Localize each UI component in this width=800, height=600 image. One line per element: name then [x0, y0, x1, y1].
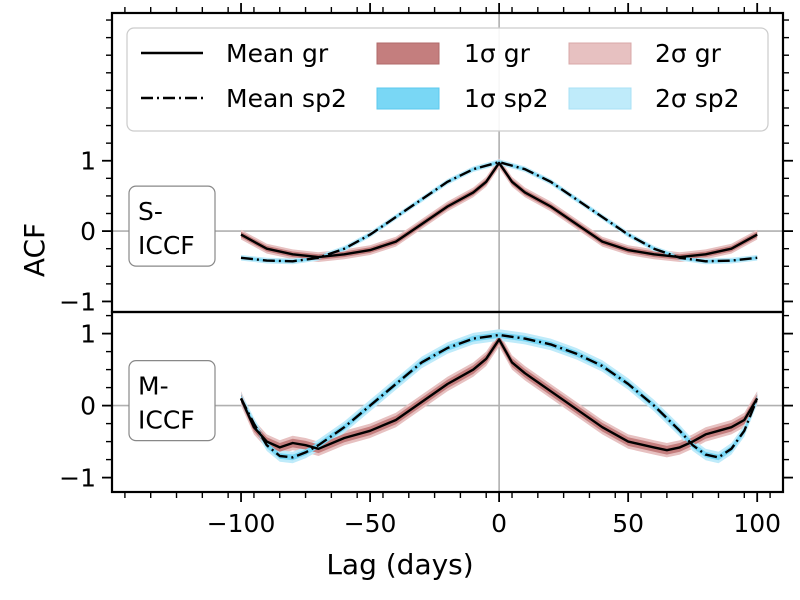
y-tick-label: 0 [80, 217, 96, 246]
x-tick-label: 100 [733, 509, 781, 538]
x-tick-label: −100 [207, 509, 276, 538]
sp2-mean-line [239, 333, 759, 459]
legend-label: Mean sp2 [226, 84, 347, 113]
sp2-2sigma-band [241, 329, 758, 464]
legend-label: 1σ sp2 [464, 84, 549, 113]
x-axis-label: Lag (days) [326, 548, 473, 581]
x-tick-label: −50 [344, 509, 397, 538]
panel-label-line: M- [138, 372, 169, 401]
legend-label: 2σ gr [655, 39, 722, 68]
x-tick-label: 0 [491, 509, 507, 538]
legend-sp2-1sigma-swatch [376, 87, 440, 110]
y-tick-label: 1 [80, 147, 96, 176]
legend-label: 2σ sp2 [655, 84, 740, 113]
panel-2-plot [112, 312, 783, 492]
panel-label-line: ICCF [138, 406, 195, 435]
panel-1-plot [112, 13, 783, 312]
gr-mean-line [240, 161, 758, 259]
legend-gr-2sigma-swatch [568, 42, 632, 65]
panel-label-line: S- [138, 197, 163, 226]
y-tick-label: −1 [59, 464, 96, 493]
legend-sp2-2sigma-swatch [568, 87, 632, 110]
legend-label: 1σ gr [464, 39, 531, 68]
legend-label: Mean gr [226, 39, 329, 68]
panel-2-label-box [128, 360, 216, 442]
panel-label-line: ICCF [138, 231, 195, 260]
gr-mean-line [239, 338, 759, 452]
y-tick-label: 0 [80, 392, 96, 421]
y-axis-label: ACF [18, 223, 51, 277]
y-tick-label: −1 [59, 287, 96, 316]
x-tick-label: 50 [612, 509, 644, 538]
y-tick-label: 1 [80, 320, 96, 349]
panel-2-frame [110, 310, 785, 494]
gr-2sigma-band [241, 332, 758, 458]
panel-1-label-box [128, 185, 216, 267]
legend-gr-1sigma-swatch [376, 42, 440, 65]
